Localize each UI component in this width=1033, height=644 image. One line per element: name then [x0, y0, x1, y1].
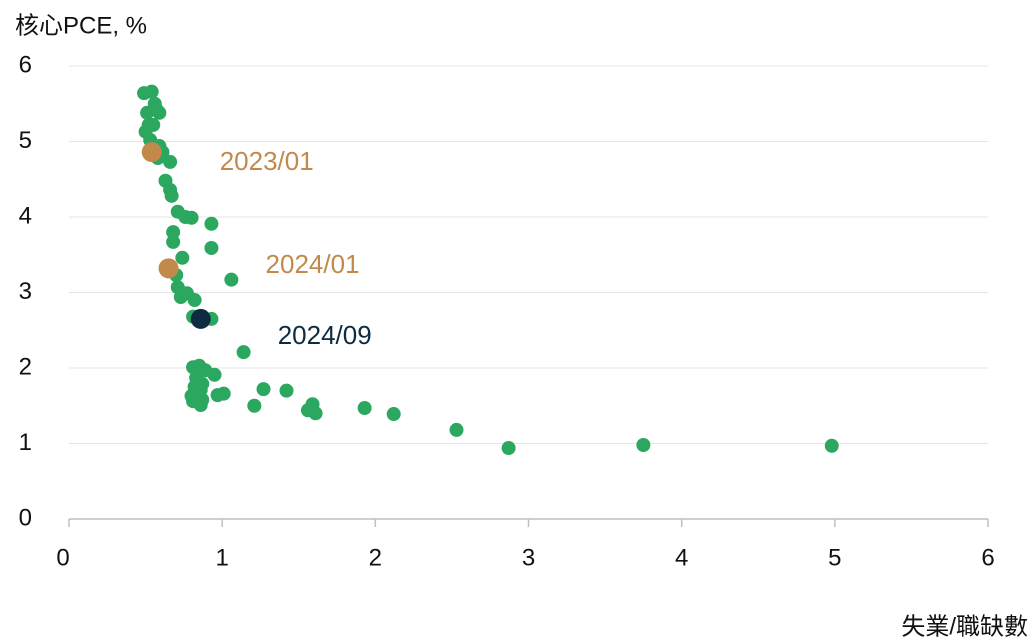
highlight-point	[141, 142, 162, 163]
point	[216, 386, 231, 401]
point	[184, 210, 199, 225]
point	[163, 154, 178, 169]
point	[166, 234, 181, 249]
x-tick-label: 6	[981, 544, 994, 571]
point-label: 2023/01	[220, 146, 314, 176]
point	[636, 438, 651, 453]
highlight-point	[190, 308, 211, 329]
point	[175, 250, 190, 265]
y-axis-label: 核心PCE, %	[15, 12, 147, 39]
point	[357, 401, 372, 416]
x-tick-label: 1	[215, 544, 228, 571]
point	[144, 84, 159, 99]
point	[501, 441, 516, 456]
y-tick-label: 5	[19, 127, 32, 154]
point	[207, 367, 222, 382]
y-tick-label: 1	[19, 429, 32, 456]
x-axis-label: 失業/職缺數	[901, 613, 1028, 640]
y-tick-label: 6	[19, 51, 32, 78]
point	[247, 398, 262, 413]
point	[204, 240, 219, 255]
x-tick-label: 5	[828, 544, 841, 571]
point	[140, 105, 155, 120]
y-tick-label: 0	[19, 504, 32, 531]
point	[236, 345, 251, 360]
point-label: 2024/09	[278, 320, 372, 350]
point	[187, 293, 202, 308]
highlight-point	[158, 258, 179, 279]
x-tick-label: 4	[675, 544, 688, 571]
point	[308, 406, 323, 421]
point	[279, 383, 294, 398]
point	[166, 225, 181, 240]
point	[386, 407, 401, 422]
x-tick-label: 2	[369, 544, 382, 571]
point	[256, 382, 271, 397]
point	[824, 438, 839, 453]
point-label: 2024/01	[266, 249, 360, 279]
point	[164, 188, 179, 203]
x-tick-label: 3	[522, 544, 535, 571]
y-tick-label: 3	[19, 278, 32, 305]
point	[224, 272, 239, 287]
point	[152, 105, 167, 120]
y-tick-label: 4	[19, 202, 32, 229]
point	[449, 422, 464, 437]
y-tick-label: 2	[19, 353, 32, 380]
point	[204, 216, 219, 231]
point	[193, 397, 208, 412]
x-tick-label: 0	[56, 544, 69, 571]
